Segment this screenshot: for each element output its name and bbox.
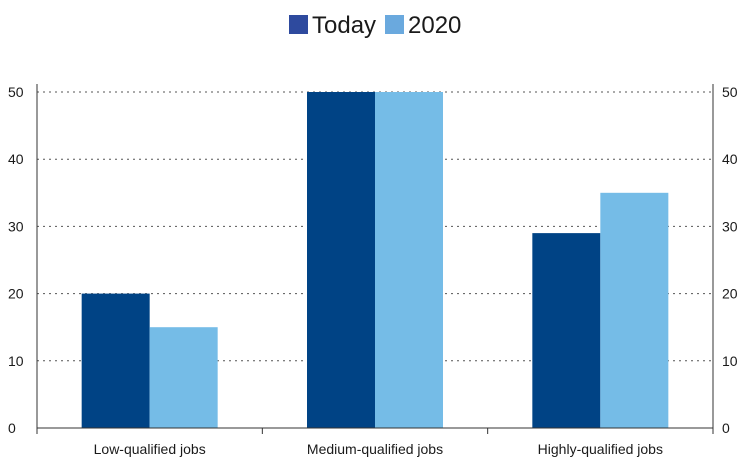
x-tick-labels: Low-qualified jobs Medium-qualified jobs H… bbox=[94, 441, 663, 457]
legend-label-today: Today bbox=[312, 12, 376, 39]
legend-swatch-today bbox=[289, 15, 308, 34]
y-tick-label-left: 40 bbox=[8, 151, 24, 167]
y-tick-label-left: 0 bbox=[8, 420, 16, 436]
legend-swatch-2020 bbox=[385, 15, 404, 34]
bar-2020 bbox=[375, 92, 443, 428]
y-tick-label-right: 30 bbox=[722, 218, 738, 234]
y-tick-label-right: 50 bbox=[722, 84, 738, 100]
y-tick-label-left: 20 bbox=[8, 286, 24, 302]
legend: Today 2020 bbox=[289, 12, 461, 39]
y-tick-label-left: 50 bbox=[8, 84, 24, 100]
y-tick-label-right: 40 bbox=[722, 151, 738, 167]
x-tick-label: Medium-qualified jobs bbox=[307, 441, 443, 457]
y-tick-label-left: 10 bbox=[8, 353, 24, 369]
y-tick-labels-right: 0 10 20 30 40 50 bbox=[722, 84, 738, 436]
bar-today bbox=[532, 233, 601, 428]
x-tick-label: Highly-qualified jobs bbox=[538, 441, 663, 457]
x-tick-label: Low-qualified jobs bbox=[94, 441, 206, 457]
y-tick-label-right: 0 bbox=[722, 420, 730, 436]
bar-today bbox=[81, 293, 150, 428]
axes bbox=[36, 84, 714, 434]
y-tick-label-right: 10 bbox=[722, 353, 738, 369]
bars bbox=[81, 92, 669, 428]
bar-today bbox=[307, 92, 375, 428]
bar-2020 bbox=[149, 327, 218, 428]
y-tick-label-right: 20 bbox=[722, 286, 738, 302]
y-tick-label-left: 30 bbox=[8, 218, 24, 234]
bar-2020 bbox=[600, 192, 669, 428]
legend-label-2020: 2020 bbox=[408, 12, 461, 39]
y-tick-labels-left: 0 10 20 30 40 50 bbox=[8, 84, 24, 436]
